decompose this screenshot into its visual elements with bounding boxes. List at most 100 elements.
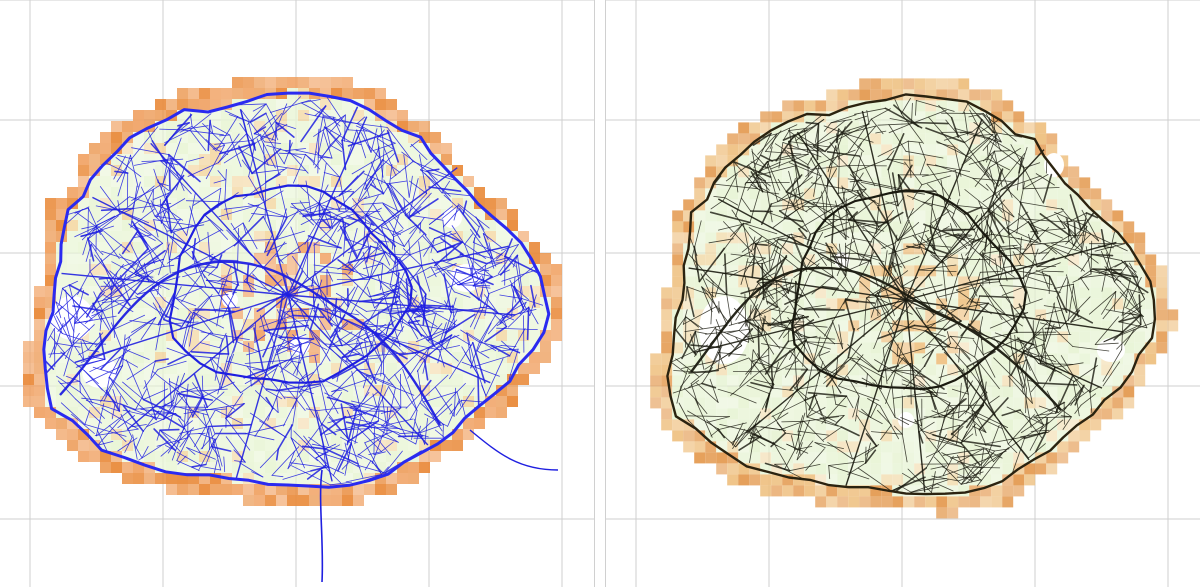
left-heat-cell-1435 xyxy=(408,473,419,484)
left-heat-cell-1095 xyxy=(485,374,496,385)
left-map-canvas xyxy=(0,0,594,587)
left-heat-cell-729 xyxy=(155,297,166,308)
left-heat-cell-94 xyxy=(298,121,309,132)
left-heat-cell-263 xyxy=(342,176,353,187)
left-heat-cell-684 xyxy=(188,286,199,297)
right-heat-cell-1300 xyxy=(694,452,705,463)
left-heat-cell-1145 xyxy=(34,396,45,407)
left-heat-cell-275 xyxy=(67,187,78,198)
right-heat-cell-1320 xyxy=(914,452,925,463)
right-heat-cell-150 xyxy=(947,144,958,155)
right-heat-cell-702 xyxy=(815,298,826,309)
left-heat-cell-670 xyxy=(34,286,45,297)
right-heat-cell-1332 xyxy=(1046,452,1057,463)
left-heat-cell-50 xyxy=(375,99,386,110)
left-heat-cell-1255 xyxy=(298,418,309,429)
left-heat-cell-1361 xyxy=(243,451,254,462)
left-heat-cell-1411 xyxy=(144,473,155,484)
left-heat-cell-1464 xyxy=(320,495,331,506)
right-heat-cell-919 xyxy=(1156,342,1167,353)
left-heat-cell-15 xyxy=(221,88,232,99)
right-heat-cell-45 xyxy=(991,100,1002,111)
right-heat-cell-300 xyxy=(683,199,694,210)
left-heat-cell-1459 xyxy=(265,495,276,506)
right-heat-cell-985 xyxy=(859,364,870,375)
left-heat-cell-11 xyxy=(177,88,188,99)
left-heat-cell-957 xyxy=(540,341,551,352)
right-heat-cell-226 xyxy=(1068,166,1079,177)
left-heat-cell-2 xyxy=(254,77,265,88)
left-heat-cell-75 xyxy=(386,110,397,121)
right-heat-cell-14 xyxy=(870,89,881,100)
right-heat-cell-1103 xyxy=(683,397,694,408)
left-heat-cell-1049 xyxy=(496,363,507,374)
right-heat-cell-299 xyxy=(1090,188,1101,199)
left-heat-cell-1128 xyxy=(342,385,353,396)
left-map-panel xyxy=(0,0,594,587)
left-street-segment-3 xyxy=(202,376,203,391)
right-heat-cell-306 xyxy=(749,199,760,210)
left-heat-cell-1009 xyxy=(56,363,67,374)
left-heat-cell-1162 xyxy=(221,396,232,407)
left-heat-cell-904 xyxy=(496,330,507,341)
left-heat-cell-580 xyxy=(89,264,100,275)
left-heat-cell-876 xyxy=(188,330,199,341)
right-heat-cell-27 xyxy=(793,100,804,111)
left-heat-cell-657 xyxy=(419,275,430,286)
left-heat-cell-1352 xyxy=(144,451,155,462)
right-heat-cell-1423 xyxy=(881,496,892,507)
left-heat-cell-579 xyxy=(78,264,89,275)
left-heat-cell-373 xyxy=(243,209,254,220)
left-heat-cell-675 xyxy=(89,286,100,297)
left-heat-cell-1189 xyxy=(34,407,45,418)
left-heat-cell-625 xyxy=(67,275,78,286)
right-heat-cell-573 xyxy=(903,265,914,276)
left-heat-cell-1327 xyxy=(254,440,265,451)
right-heat-cell-1108 xyxy=(738,397,749,408)
left-heat-cell-1408 xyxy=(419,462,430,473)
left-heat-cell-913 xyxy=(56,341,67,352)
left-street-segment-20 xyxy=(217,354,229,355)
right-heat-cell-559 xyxy=(749,265,760,276)
right-heat-cell-1240 xyxy=(826,430,837,441)
left-heat-cell-398 xyxy=(45,220,56,231)
right-heat-cell-1111 xyxy=(771,397,782,408)
right-heat-cell-312 xyxy=(815,199,826,210)
left-heat-cell-16 xyxy=(232,88,243,99)
right-heat-cell-128 xyxy=(1046,133,1057,144)
left-heat-cell-576 xyxy=(45,264,56,275)
left-heat-cell-9 xyxy=(331,77,342,88)
right-heat-cell-227 xyxy=(694,177,705,188)
left-heat-cell-1132 xyxy=(386,385,397,396)
right-heat-cell-729 xyxy=(1112,298,1123,309)
right-heat-cell-1431 xyxy=(969,496,980,507)
left-heat-cell-457 xyxy=(221,231,232,242)
right-heat-cell-3 xyxy=(892,78,903,89)
right-heat-cell-1152 xyxy=(749,408,760,419)
left-heat-cell-252 xyxy=(221,176,232,187)
right-heat-cell-951 xyxy=(991,353,1002,364)
left-heat-cell-732 xyxy=(188,297,199,308)
left-heat-cell-1164 xyxy=(243,396,254,407)
left-heat-cell-1395 xyxy=(276,462,287,473)
left-heat-cell-717 xyxy=(551,286,562,297)
right-heat-cell-161 xyxy=(716,155,727,166)
right-heat-cell-963 xyxy=(1123,353,1134,364)
left-heat-cell-333 xyxy=(265,198,276,209)
left-heat-cell-354 xyxy=(496,198,507,209)
right-heat-cell-1283 xyxy=(892,441,903,452)
left-heat-cell-1147 xyxy=(56,396,67,407)
right-heat-cell-1185 xyxy=(1112,408,1123,419)
left-heat-cell-958 xyxy=(23,352,34,363)
right-heat-cell-691 xyxy=(694,298,705,309)
right-heat-cell-1368 xyxy=(760,474,771,485)
right-heat-cell-129 xyxy=(716,144,727,155)
left-heat-cell-1137 xyxy=(441,385,452,396)
left-heat-cell-1356 xyxy=(188,451,199,462)
right-heat-cell-897 xyxy=(914,342,925,353)
right-heat-cell-597 xyxy=(672,276,683,287)
left-heat-cell-1247 xyxy=(210,418,221,429)
right-heat-cell-873 xyxy=(1156,331,1167,342)
right-heat-cell-1205 xyxy=(870,419,881,430)
right-heat-cell-379 xyxy=(1112,210,1123,221)
